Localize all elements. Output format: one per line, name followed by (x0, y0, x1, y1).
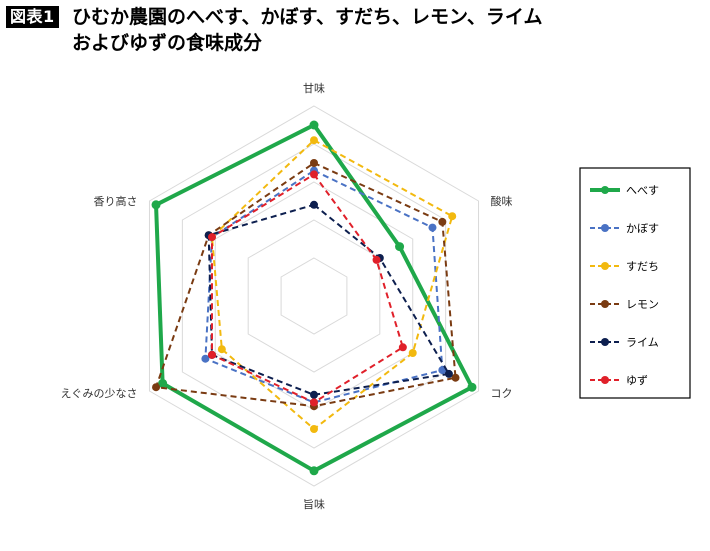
series-1-point-5 (158, 378, 168, 388)
grid-ring-5 (148, 105, 480, 487)
series-1-point-1 (309, 120, 319, 130)
legend-marker-5 (601, 338, 609, 346)
series-1-point-6 (151, 200, 161, 210)
series-5-point-1 (310, 200, 318, 209)
grid-ring-1 (280, 257, 348, 335)
axis-label-5: えぐみの少なさ (60, 387, 137, 400)
legend-label-2: かぼす (626, 222, 659, 235)
series-4-point-5 (152, 383, 161, 392)
legend-marker-1 (601, 186, 609, 194)
legend-label-5: ライム (626, 336, 659, 349)
chart-title-line2: およびゆずの食味成分 (72, 32, 263, 54)
series-3-point-4 (310, 425, 318, 433)
chart-title: ひむか農園のへべす、かぼす、すだち、レモン、ライム およびゆずの食味成分 (72, 4, 692, 56)
legend-label-3: すだち (626, 260, 659, 273)
series-3-point-2 (448, 212, 457, 221)
series-3-point-3 (408, 349, 417, 357)
axis-label-6: 香り高さ (93, 194, 137, 208)
series-6-point-5 (207, 350, 216, 359)
series-1-point-2 (395, 242, 405, 252)
series-layer (151, 120, 477, 476)
axis-label-3: コク (491, 387, 513, 400)
series-3-point-1 (310, 136, 318, 145)
legend-marker-4 (601, 300, 609, 308)
legend-box (579, 167, 691, 399)
series-4-point-1 (310, 159, 318, 167)
series-2-point-5 (201, 354, 210, 363)
series-1-point-3 (467, 382, 477, 392)
axis-label-1: 甘味 (303, 82, 325, 95)
series-2-point-2 (428, 223, 437, 232)
series-1-point-4 (309, 466, 319, 476)
legend-label-6: ゆず (626, 374, 648, 387)
figure-badge: 図表1 (6, 6, 59, 28)
legend-label-4: レモン (626, 298, 659, 311)
series-4-point-2 (438, 217, 447, 226)
chart-title-line1: ひむか農園のへべす、かぼす、すだち、レモン、ライム (72, 6, 543, 28)
series-6-point-4 (310, 398, 318, 407)
series-5-point-4 (310, 390, 318, 399)
series-5-point-3 (444, 369, 453, 378)
grid-ring-2 (247, 219, 381, 373)
series-3-point-5 (217, 345, 226, 354)
axis-label-2: 酸味 (491, 194, 513, 208)
series-6-point-2 (372, 255, 381, 264)
legend-label-1: へべす (626, 184, 659, 197)
series-6-point-3 (398, 343, 407, 352)
legend-marker-2 (601, 224, 609, 232)
series-6-point-1 (310, 170, 318, 179)
legend-marker-3 (601, 262, 609, 270)
series-4-point-3 (451, 373, 460, 382)
series-6-point-6 (207, 233, 216, 242)
legend-marker-6 (601, 376, 609, 384)
axis-label-4: 旨味 (303, 498, 325, 511)
